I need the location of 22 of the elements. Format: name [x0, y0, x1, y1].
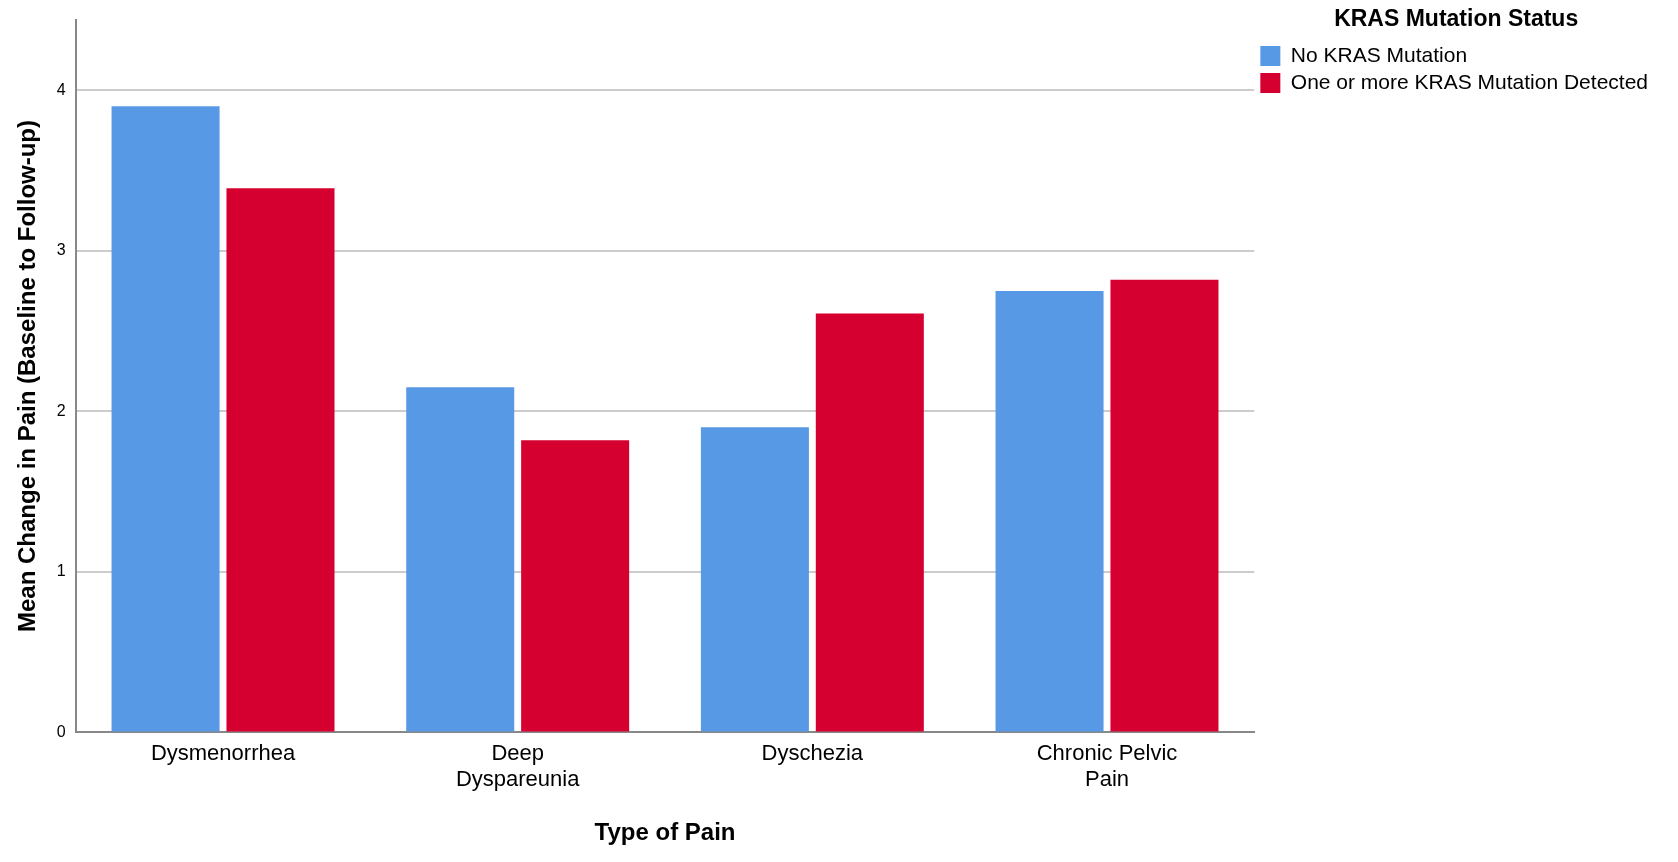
bar	[226, 188, 335, 732]
x-tick-label: Chronic Pelvic Pain	[1036, 739, 1178, 792]
y-axis-title: Mean Change in Pain (Baseline to Follow-up)	[13, 119, 41, 633]
legend-label: One or more KRAS Mutation Detected	[1290, 69, 1649, 93]
bar	[700, 427, 809, 732]
bar	[995, 290, 1104, 732]
y-tick-label: 4	[56, 80, 66, 98]
x-tick-label: Deep Dyspareunia	[455, 739, 581, 792]
y-tick-label: 2	[56, 401, 66, 419]
legend-label: No KRAS Mutation	[1290, 42, 1468, 66]
bar	[1110, 279, 1219, 732]
x-tick-label: Dyschezia	[761, 739, 864, 765]
y-tick-label: 1	[56, 562, 66, 580]
x-tick-label: Dysmenorrhea	[150, 739, 296, 765]
bar	[406, 387, 515, 732]
bar	[111, 106, 220, 732]
legend-title: KRAS Mutation Status	[1334, 4, 1579, 31]
y-tick-label: 3	[56, 241, 66, 259]
x-axis-title: Type of Pain	[594, 818, 736, 846]
y-tick-label: 0	[56, 722, 66, 740]
bar	[521, 440, 630, 732]
bar	[815, 313, 924, 732]
